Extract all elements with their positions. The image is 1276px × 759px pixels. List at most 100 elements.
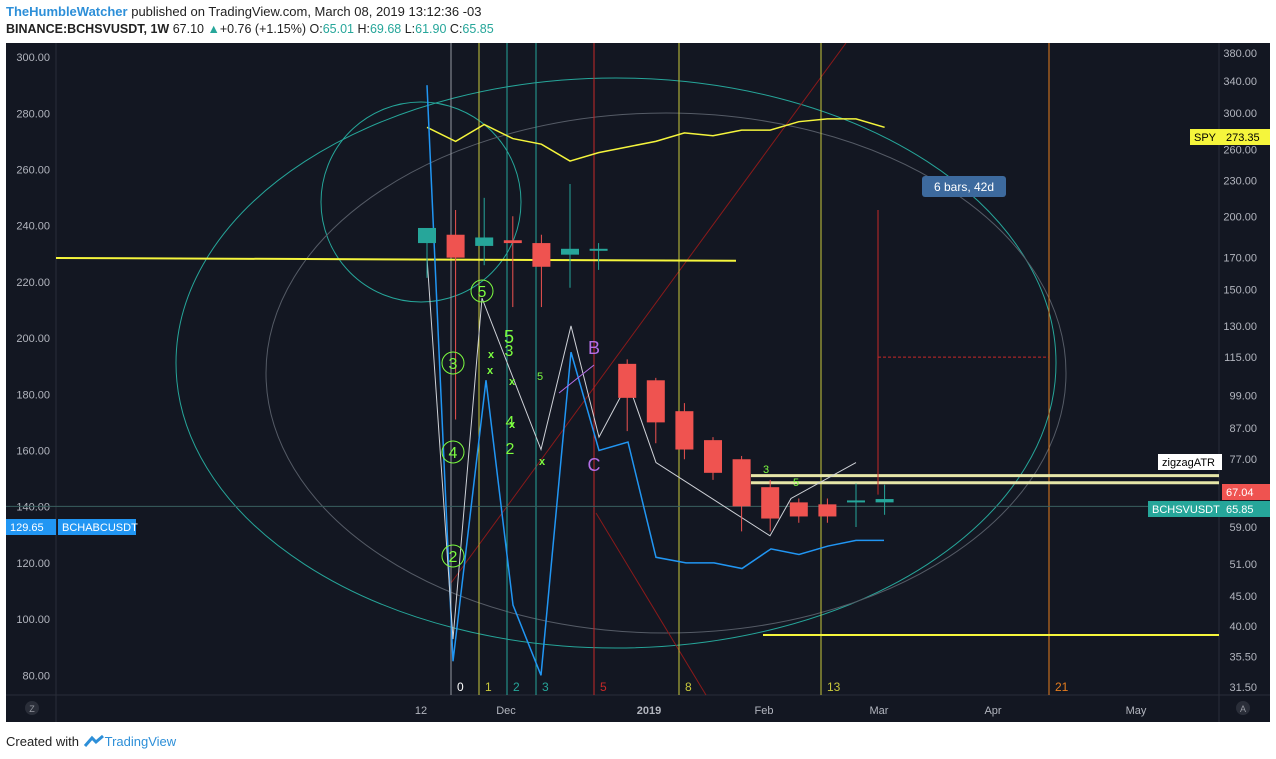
right-tick-label: 340.00: [1223, 76, 1257, 88]
time-tick-label: 12: [415, 705, 427, 717]
right-tick-label: 31.50: [1229, 682, 1257, 694]
wave-label: 2: [449, 549, 458, 566]
bchabc-line: [426, 85, 884, 676]
candle-body: [732, 459, 751, 507]
footer: Created with TradingView: [6, 734, 176, 751]
pivot-marker: x: [539, 456, 546, 468]
price-chart[interactable]: 80.00100.00120.00140.00160.00180.00200.0…: [6, 43, 1270, 722]
spy-badge: SPY: [1194, 132, 1217, 144]
wave-label-b: B: [588, 338, 600, 358]
high-value: 69.68: [369, 22, 402, 36]
candle-body: [789, 502, 808, 517]
wave-circle: [470, 279, 494, 303]
bchsv-value-badge: 65.85: [1226, 504, 1254, 516]
wave-label: 5: [478, 284, 487, 301]
left-tick-label: 160.00: [16, 446, 50, 458]
fib-circle-small: [320, 101, 522, 303]
candle-body: [704, 440, 722, 473]
fib-time-label: 5: [600, 680, 607, 694]
left-tick-label: 240.00: [16, 221, 50, 233]
level-badge: 67.04: [1226, 487, 1254, 499]
spy-line: [426, 118, 885, 162]
wave-label: 5: [793, 477, 799, 489]
zigzag-badge: zigzagATR: [1162, 457, 1215, 469]
pivot-marker: x: [487, 365, 494, 377]
wave-label-c: C: [588, 455, 601, 475]
wave-connector: [558, 364, 595, 394]
publish-info: TheHumbleWatcher published on TradingVie…: [6, 4, 482, 19]
right-tick-label: 230.00: [1223, 176, 1257, 188]
open-label: O:: [309, 22, 323, 36]
spy-value-badge: 273.35: [1226, 132, 1260, 144]
right-tick-label: 40.00: [1229, 621, 1257, 633]
bchsv-badge-bg: [1148, 501, 1222, 517]
bchabc-badge: BCHABCUSDT: [62, 522, 138, 534]
trend-line-down: [595, 512, 707, 696]
fib-time-label: 8: [685, 680, 692, 694]
zoom-icon: [25, 701, 39, 715]
candle-body: [761, 487, 780, 519]
price-change: +0.76 (+1.15%): [219, 22, 306, 36]
left-tick-label: 180.00: [16, 389, 50, 401]
range-label: 6 bars, 42d: [934, 180, 994, 194]
left-tick-label: 260.00: [16, 164, 50, 176]
fib-time-label: 21: [1055, 680, 1069, 694]
wave-label: 2: [506, 441, 515, 458]
candle-body: [589, 248, 608, 251]
time-tick-label: May: [1126, 705, 1147, 717]
wave-label: 5: [537, 371, 543, 383]
candle-body: [446, 234, 465, 258]
author-link[interactable]: TheHumbleWatcher: [6, 4, 128, 19]
last-price: 67.10: [172, 22, 204, 36]
left-tick-label: 120.00: [16, 558, 50, 570]
tradingview-link[interactable]: TradingView: [104, 734, 177, 749]
trend-line-up: [450, 43, 847, 584]
right-tick-label: 59.00: [1229, 522, 1257, 534]
candle-body: [418, 227, 436, 244]
fib-time-label: 1: [485, 680, 492, 694]
bchabc-badge-bg: [58, 519, 136, 535]
time-tick-label: Dec: [496, 705, 516, 717]
left-tick-label: 220.00: [16, 277, 50, 289]
candle-body: [818, 504, 837, 517]
left-tick-label: 300.00: [16, 52, 50, 64]
left-tick-label: 140.00: [16, 502, 50, 514]
zigzag-line: [426, 257, 857, 640]
candle-body: [618, 363, 637, 398]
bchsv-badge: BCHSVUSDT: [1152, 504, 1220, 516]
horizontal-level-line: [55, 256, 737, 262]
close-label: C:: [449, 22, 463, 36]
time-tick-label: Feb: [755, 705, 774, 717]
symbol-info: BINANCE:BCHSVUSDT, 1W 67.10 ▲+0.76 (+1.1…: [6, 22, 494, 36]
right-tick-label: 115.00: [1224, 352, 1257, 364]
low-value: 61.90: [415, 22, 447, 36]
pivot-marker: x: [509, 419, 516, 431]
right-tick-label: 99.00: [1229, 390, 1257, 402]
auto-scale-icon: [1236, 701, 1250, 715]
pivot-marker: x: [488, 349, 495, 361]
right-tick-label: 200.00: [1223, 211, 1257, 223]
spy-value-badge-bg: [1222, 129, 1270, 145]
zoom-label: Z: [29, 704, 35, 714]
left-tick-label: 80.00: [22, 670, 50, 682]
fib-time-label: 0: [457, 680, 464, 694]
time-tick-label: Mar: [870, 705, 889, 717]
level-badge-bg: [1222, 484, 1270, 500]
chart-background: [6, 43, 1270, 722]
right-tick-label: 45.00: [1229, 591, 1257, 603]
right-tick-label: 380.00: [1223, 48, 1257, 60]
time-tick-label: Apr: [984, 705, 1001, 717]
right-tick-label: 130.00: [1223, 321, 1257, 333]
bchabc-value-badge: 129.65: [10, 522, 44, 534]
up-arrow-icon: ▲: [207, 22, 220, 36]
right-tick-label: 170.00: [1223, 253, 1257, 265]
close-value: 65.85: [462, 22, 494, 36]
spy-badge-bg: [1190, 129, 1222, 145]
right-tick-label: 300.00: [1223, 108, 1257, 120]
tradingview-logo-icon: [83, 734, 105, 751]
right-tick-label: 35.50: [1229, 651, 1257, 663]
bchabc-value-badge-bg: [6, 519, 56, 535]
fib-time-label: 13: [827, 680, 841, 694]
left-tick-label: 100.00: [16, 614, 50, 626]
candle-body: [646, 380, 665, 423]
